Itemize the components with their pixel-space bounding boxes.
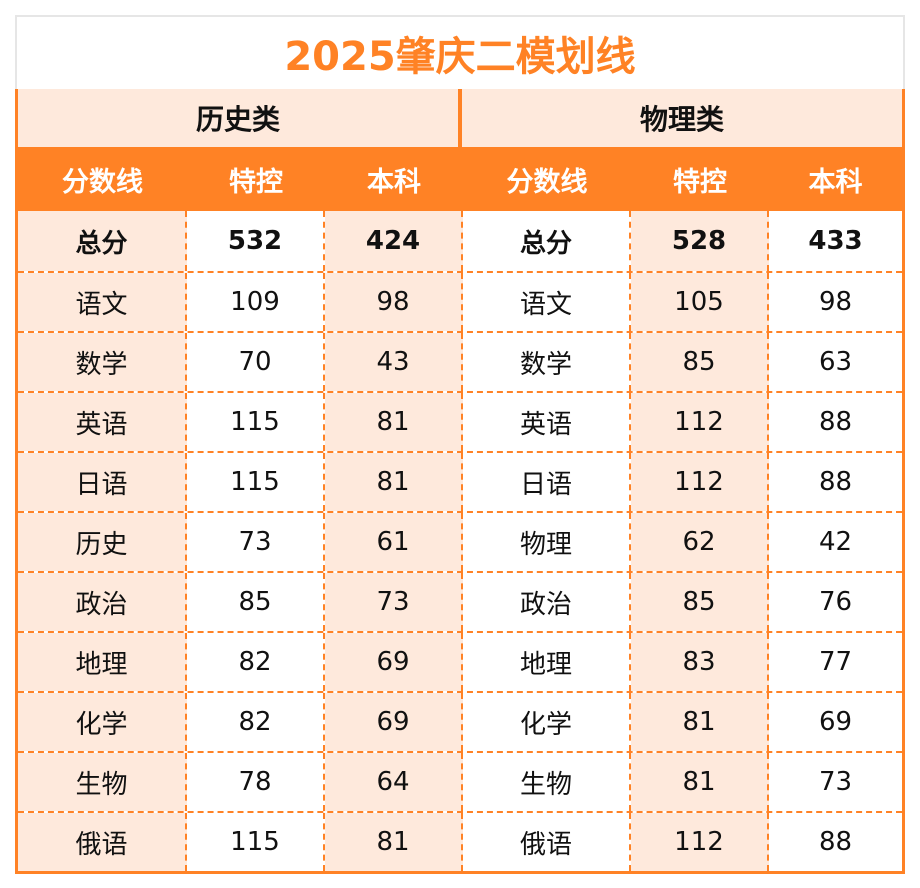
subject-right: 化学 [463,693,631,751]
undergrad-left: 61 [325,513,463,571]
special-control-left: 73 [187,513,325,571]
table-row: 生物 78 64 生物 81 73 [18,751,902,811]
special-control-left: 82 [187,633,325,691]
undergrad-right: 69 [769,693,902,751]
undergrad-right: 42 [769,513,902,571]
special-control-right: 528 [631,211,769,271]
special-control-right: 105 [631,273,769,331]
special-control-left: 115 [187,453,325,511]
subject-right: 生物 [463,753,631,811]
subject-right: 俄语 [463,813,631,871]
subject-left: 俄语 [18,813,187,871]
subject-left: 总分 [18,211,187,271]
subject-left: 语文 [18,273,187,331]
undergrad-left: 69 [325,633,463,691]
subject-right: 政治 [463,573,631,631]
subject-left: 政治 [18,573,187,631]
subject-left: 英语 [18,393,187,451]
undergrad-left: 43 [325,333,463,391]
table-row: 俄语 115 81 俄语 112 88 [18,811,902,871]
undergrad-left: 81 [325,393,463,451]
table-row: 日语 115 81 日语 112 88 [18,451,902,511]
special-control-left: 109 [187,273,325,331]
subject-left: 日语 [18,453,187,511]
undergrad-right: 76 [769,573,902,631]
table-row: 历史 73 61 物理 62 42 [18,511,902,571]
subject-right: 总分 [463,211,631,271]
special-control-left: 115 [187,813,325,871]
subject-right: 日语 [463,453,631,511]
category-physics: 物理类 [639,103,724,136]
special-control-left: 532 [187,211,325,271]
special-control-right: 112 [631,813,769,871]
special-control-right: 62 [631,513,769,571]
subject-left: 历史 [18,513,187,571]
undergrad-left: 69 [325,693,463,751]
special-control-right: 112 [631,453,769,511]
table-row: 语文 109 98 语文 105 98 [18,271,902,331]
table-row: 化学 82 69 化学 81 69 [18,691,902,751]
special-control-right: 81 [631,693,769,751]
subject-left: 化学 [18,693,187,751]
header-undergrad-right: 本科 [808,166,863,198]
subject-right: 物理 [463,513,631,571]
page-title: 2025肇庆二模划线 [284,34,636,80]
subject-left: 生物 [18,753,187,811]
subject-right: 英语 [463,393,631,451]
undergrad-right: 77 [769,633,902,691]
subject-right: 语文 [463,273,631,331]
special-control-right: 112 [631,393,769,451]
undergrad-right: 433 [769,211,902,271]
table-row: 英语 115 81 英语 112 88 [18,391,902,451]
undergrad-right: 73 [769,753,902,811]
undergrad-left: 64 [325,753,463,811]
special-control-right: 85 [631,333,769,391]
header-score-line-right: 分数线 [506,166,588,198]
special-control-left: 70 [187,333,325,391]
special-control-left: 82 [187,693,325,751]
special-control-right: 81 [631,753,769,811]
score-line-sheet: 2025肇庆二模划线 历史类 物理类 分数线 特控 本科 分数线 特控 本科 总… [15,15,905,874]
undergrad-left: 98 [325,273,463,331]
category-row: 历史类 物理类 [18,89,902,147]
subject-right: 数学 [463,333,631,391]
subject-left: 地理 [18,633,187,691]
undergrad-right: 63 [769,333,902,391]
special-control-right: 85 [631,573,769,631]
table-row: 数学 70 43 数学 85 63 [18,331,902,391]
header-special-control-left: 特控 [229,166,283,198]
header-special-control-right: 特控 [673,166,727,198]
undergrad-left: 73 [325,573,463,631]
undergrad-left: 81 [325,813,463,871]
header-row: 分数线 特控 本科 分数线 特控 本科 [18,147,902,211]
undergrad-left: 424 [325,211,463,271]
undergrad-right: 88 [769,813,902,871]
subject-right: 地理 [463,633,631,691]
undergrad-right: 98 [769,273,902,331]
special-control-left: 85 [187,573,325,631]
undergrad-left: 81 [325,453,463,511]
table-body: 总分 532 424 总分 528 433 语文 109 98 语文 105 9… [18,211,902,871]
undergrad-right: 88 [769,453,902,511]
header-undergrad-left: 本科 [367,166,421,198]
category-history: 历史类 [18,89,462,147]
undergrad-right: 88 [769,393,902,451]
table-row: 地理 82 69 地理 83 77 [18,631,902,691]
score-table: 历史类 物理类 分数线 特控 本科 分数线 特控 本科 总分 532 424 总… [15,89,905,874]
subject-left: 数学 [18,333,187,391]
table-row: 政治 85 73 政治 85 76 [18,571,902,631]
table-row: 总分 532 424 总分 528 433 [18,211,902,271]
special-control-right: 83 [631,633,769,691]
special-control-left: 78 [187,753,325,811]
title-box: 2025肇庆二模划线 [15,15,905,89]
special-control-left: 115 [187,393,325,451]
header-score-line-left: 分数线 [62,166,143,198]
